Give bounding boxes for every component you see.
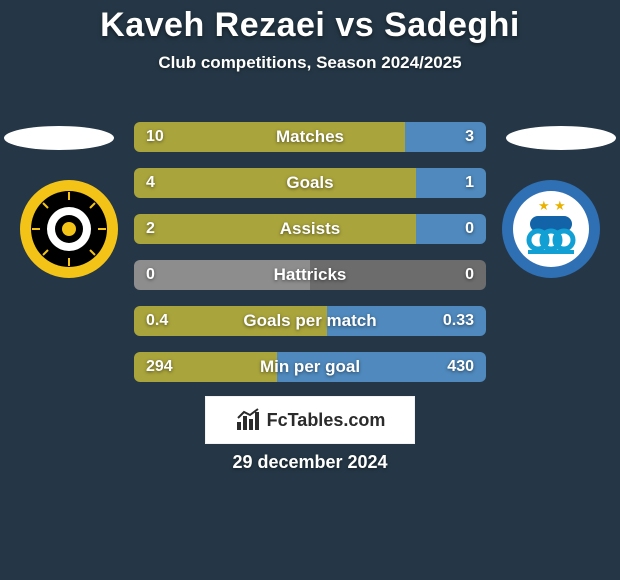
bar-left-segment xyxy=(134,168,416,198)
brand-footer: FcTables.com xyxy=(205,396,415,444)
bar-left-segment xyxy=(134,352,277,382)
bar-row: Goals41 xyxy=(134,168,486,198)
bar-left-segment xyxy=(134,260,310,290)
comparison-bars: Matches103 Goals41 Assists20 Hattricks00 Goa… xyxy=(134,122,486,398)
bar-row: Min per goal294430 xyxy=(134,352,486,382)
date-text: 29 december 2024 xyxy=(0,452,620,473)
player-left-silhouette xyxy=(4,126,114,150)
bar-row: Goals per match0.40.33 xyxy=(134,306,486,336)
bar-left-segment xyxy=(134,214,416,244)
bar-right-segment xyxy=(405,122,486,152)
bar-right-segment xyxy=(310,260,486,290)
bar-right-segment xyxy=(416,168,486,198)
bar-row: Hattricks00 xyxy=(134,260,486,290)
bar-right-segment xyxy=(416,214,486,244)
bar-left-segment xyxy=(134,306,327,336)
bar-row: Matches103 xyxy=(134,122,486,152)
club-badge-right-icon: ★ ★ xyxy=(502,180,600,278)
bar-chart-icon xyxy=(235,408,261,432)
bar-right-segment xyxy=(327,306,486,336)
bar-right-segment xyxy=(277,352,486,382)
bar-row: Assists20 xyxy=(134,214,486,244)
bar-left-segment xyxy=(134,122,405,152)
svg-text:★: ★ xyxy=(538,198,550,213)
player-right: ★ ★ xyxy=(500,100,620,380)
player-right-club-badge: ★ ★ xyxy=(502,180,600,278)
page-title: Kaveh Rezaei vs Sadeghi xyxy=(0,0,620,45)
player-left-club-badge xyxy=(20,180,118,278)
player-right-silhouette xyxy=(506,126,616,150)
brand-name: FcTables.com xyxy=(267,410,386,431)
subtitle: Club competitions, Season 2024/2025 xyxy=(0,53,620,73)
club-badge-left-icon xyxy=(20,180,118,278)
player-left xyxy=(0,100,120,380)
svg-text:★: ★ xyxy=(554,198,566,213)
comparison-infographic: Kaveh Rezaei vs Sadeghi Club competition… xyxy=(0,0,620,580)
